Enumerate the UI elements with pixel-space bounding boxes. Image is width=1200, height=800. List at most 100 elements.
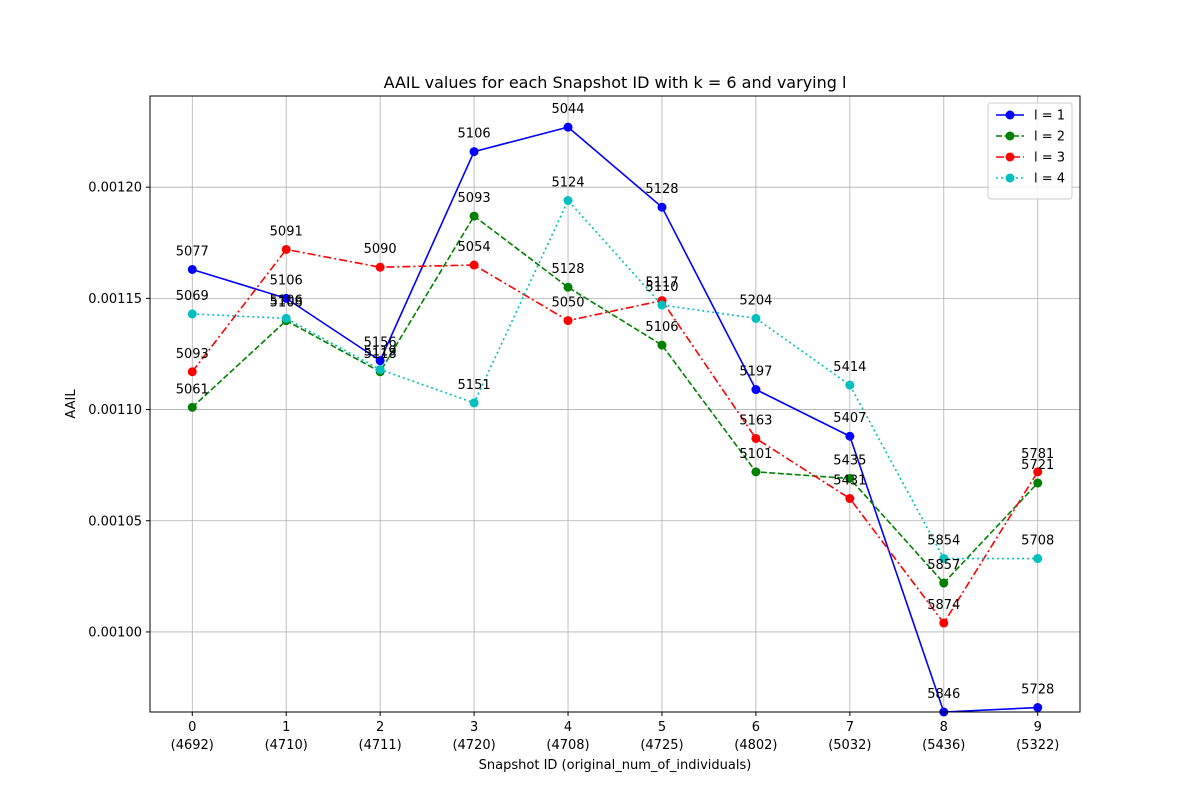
data-point bbox=[187, 402, 197, 412]
data-point bbox=[1033, 478, 1043, 488]
legend-label: l = 4 bbox=[1034, 172, 1065, 187]
x-tick-sublabel: (4708) bbox=[546, 738, 589, 753]
data-label: 5204 bbox=[739, 293, 772, 308]
data-point bbox=[657, 340, 667, 350]
data-label: 5117 bbox=[645, 276, 678, 291]
data-label: 5110 bbox=[645, 280, 678, 295]
data-label: 5414 bbox=[833, 360, 866, 375]
data-label: 5106 bbox=[458, 127, 491, 142]
x-tick-sublabel: (4711) bbox=[359, 738, 402, 753]
data-point bbox=[1033, 467, 1043, 477]
data-label: 5044 bbox=[551, 102, 584, 117]
data-label: 5050 bbox=[551, 296, 584, 311]
data-label: 5118 bbox=[364, 347, 397, 362]
x-axis-label: Snapshot ID (original_num_of_individuals… bbox=[479, 758, 752, 773]
legend-item: l = 3 bbox=[996, 151, 1065, 166]
x-tick-sublabel: (5436) bbox=[922, 738, 965, 753]
data-label: 5101 bbox=[739, 447, 772, 462]
legend-label: l = 1 bbox=[1034, 109, 1065, 124]
data-point bbox=[845, 494, 855, 504]
data-point bbox=[375, 262, 385, 272]
data-point bbox=[187, 264, 197, 274]
legend-swatch-marker bbox=[1005, 173, 1015, 183]
x-tick-label: 1 bbox=[282, 720, 290, 735]
chart-title: AAIL values for each Snapshot ID with k … bbox=[384, 73, 847, 92]
legend-swatch-marker bbox=[1005, 131, 1015, 141]
data-point bbox=[375, 365, 385, 375]
data-point bbox=[1033, 703, 1043, 713]
data-label: 5069 bbox=[176, 289, 209, 304]
x-tick-sublabel: (4710) bbox=[265, 738, 308, 753]
data-label: 5728 bbox=[1021, 683, 1054, 698]
data-point bbox=[657, 202, 667, 212]
data-label: 5106 bbox=[270, 273, 303, 288]
data-point bbox=[281, 293, 291, 303]
data-label: 5435 bbox=[833, 453, 866, 468]
series-line bbox=[191, 248, 1039, 624]
series-1 bbox=[187, 122, 1043, 717]
data-label: 5093 bbox=[176, 347, 209, 362]
y-axis-label: AAIL bbox=[64, 389, 79, 419]
data-label: 5854 bbox=[927, 534, 960, 549]
data-point bbox=[657, 300, 667, 310]
y-tick-label: 0.00120 bbox=[88, 181, 142, 196]
y-tick-label: 0.00110 bbox=[88, 403, 142, 418]
data-label: 5077 bbox=[176, 244, 209, 259]
legend: l = 1 l = 2 l = 3 l = 4 bbox=[987, 102, 1073, 200]
grid bbox=[150, 96, 1080, 712]
data-point bbox=[939, 578, 949, 588]
series-layer bbox=[187, 122, 1043, 717]
data-point bbox=[845, 431, 855, 441]
data-point bbox=[751, 313, 761, 323]
data-point bbox=[751, 433, 761, 443]
data-label: 5156 bbox=[364, 336, 397, 351]
data-label: 5108 bbox=[270, 296, 303, 311]
data-label: 5857 bbox=[927, 558, 960, 573]
legend-label: l = 2 bbox=[1034, 130, 1065, 145]
data-label: 5151 bbox=[458, 378, 491, 393]
data-label: 5708 bbox=[1021, 534, 1054, 549]
data-label: 5128 bbox=[551, 262, 584, 277]
plot-frame bbox=[149, 95, 1081, 713]
data-label: 5721 bbox=[1021, 458, 1054, 473]
x-tick-label: 3 bbox=[470, 720, 478, 735]
data-point bbox=[845, 473, 855, 483]
data-point bbox=[939, 618, 949, 628]
data-point bbox=[469, 211, 479, 221]
data-point bbox=[469, 260, 479, 270]
data-point bbox=[563, 282, 573, 292]
data-label: 5106 bbox=[270, 293, 303, 308]
x-tick-sublabel: (4802) bbox=[734, 738, 777, 753]
data-label: 5124 bbox=[551, 176, 584, 191]
series-line bbox=[191, 215, 1039, 584]
data-label: 5054 bbox=[458, 240, 491, 255]
data-label: 5431 bbox=[833, 474, 866, 489]
legend-item: l = 2 bbox=[996, 130, 1065, 145]
data-label: 5197 bbox=[739, 365, 772, 380]
data-point bbox=[375, 356, 385, 366]
legend-item: l = 4 bbox=[996, 172, 1065, 187]
data-label: 5874 bbox=[927, 598, 960, 613]
data-point bbox=[751, 467, 761, 477]
x-tick-label: 4 bbox=[564, 720, 572, 735]
x-tick-sublabel: (4720) bbox=[452, 738, 495, 753]
data-point bbox=[563, 122, 573, 132]
series-line bbox=[192, 199, 1038, 560]
x-tick-label: 8 bbox=[940, 720, 948, 735]
data-label: 5407 bbox=[833, 411, 866, 426]
legend-item: l = 1 bbox=[996, 109, 1065, 124]
x-tick-label: 7 bbox=[846, 720, 854, 735]
data-label: 5163 bbox=[739, 413, 772, 428]
data-label: 5846 bbox=[927, 687, 960, 702]
point-labels-layer: 5077 5106 5156 5106 5044 5128 5197 5407 5846 5728… bbox=[176, 102, 1055, 702]
data-point bbox=[563, 196, 573, 206]
data-point bbox=[751, 385, 761, 395]
data-label: 5091 bbox=[270, 224, 303, 239]
x-tick-label: 6 bbox=[752, 720, 760, 735]
data-point bbox=[187, 309, 197, 319]
x-tick-label: 9 bbox=[1034, 720, 1042, 735]
data-point bbox=[1033, 554, 1043, 564]
ticks-layer: 0 (4692) 1 (4710) 2 (4711) 3 (4720) 4 (4708) 5 (472… bbox=[88, 181, 1059, 753]
